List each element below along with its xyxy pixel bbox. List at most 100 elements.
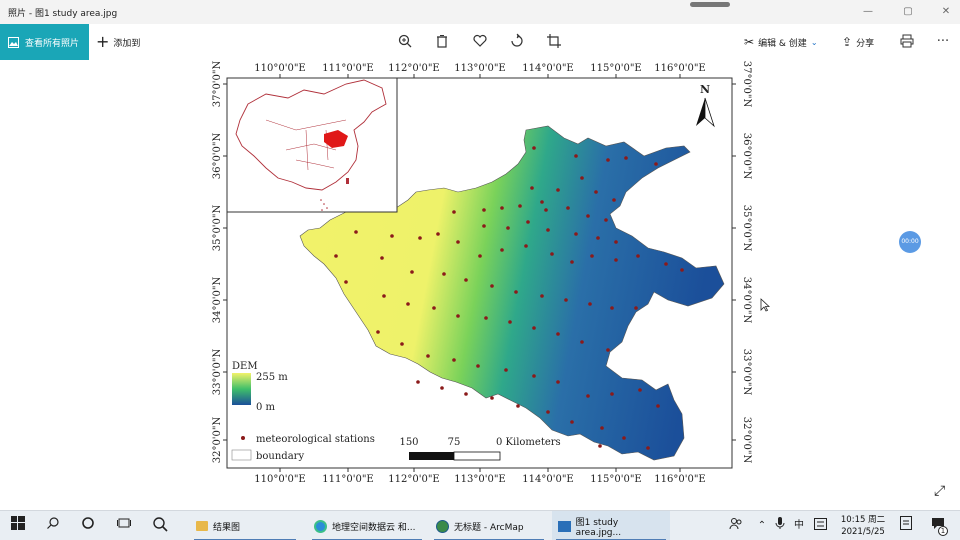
edit-tools-icon: ✂: [744, 35, 755, 49]
search-icon[interactable]: [43, 516, 63, 536]
magnifier-app-icon[interactable]: [150, 516, 170, 536]
clock-date: 2021/5/25: [841, 527, 885, 537]
see-all-photos-button[interactable]: 查看所有照片: [0, 24, 89, 60]
latitude-label: 34°0'0"N: [212, 276, 223, 323]
station-point: [556, 332, 560, 336]
taskbar-app-photos[interactable]: 图1 study area.jpg...: [552, 511, 670, 540]
plus-icon: +: [96, 32, 110, 51]
inset-islands: [320, 178, 349, 211]
share-label: 分享: [856, 38, 875, 49]
print-icon[interactable]: [898, 33, 916, 51]
study-area-map: 110°0'0"E 111°0'0"E 112°0'0"E 113°0'0"E 114°…: [212, 60, 752, 485]
station-point: [588, 302, 592, 306]
station-point: [564, 298, 568, 302]
delete-icon[interactable]: [433, 33, 451, 51]
zoom-in-icon[interactable]: [396, 33, 414, 51]
clock-time: 10:15 周二: [840, 515, 886, 525]
station-point: [442, 272, 446, 276]
station-point: [610, 392, 614, 396]
cortana-icon[interactable]: [78, 516, 98, 536]
longitude-label: 114°0'0"E: [522, 63, 573, 74]
taskbar-app-arcmap[interactable]: 无标题 - ArcMap: [430, 511, 548, 540]
windows-taskbar: 结果图 地理空间数据云 和... 无标题 - ArcMap 图1 study a…: [0, 510, 960, 540]
rotate-icon[interactable]: [508, 33, 526, 51]
microphone-icon[interactable]: [770, 516, 790, 536]
station-point: [440, 386, 444, 390]
latitude-labels-left: 37°0'0"N 36°0'0"N 35°0'0"N 34°0'0"N 33°0'0"N…: [212, 60, 223, 463]
taskbar-app-photos-label: 图1 study area.jpg...: [575, 517, 622, 538]
station-point: [516, 404, 520, 408]
floating-recorder-badge[interactable]: 00:00: [899, 231, 921, 253]
station-point: [452, 358, 456, 362]
latitude-labels-right: 37°0'0"N 36°0'0"N 35°0'0"N 34°0'0"N 33°0'0"N…: [741, 61, 752, 464]
station-legend-label: meteorological stations: [256, 434, 375, 445]
station-point: [354, 230, 358, 234]
longitude-label: 111°0'0"E: [322, 474, 373, 485]
north-arrow: N: [696, 83, 715, 128]
taskbar-app-browser[interactable]: 地理空间数据云 和...: [308, 511, 426, 540]
more-options-icon[interactable]: ···: [936, 34, 950, 49]
station-point: [532, 146, 536, 150]
close-icon[interactable]: ✕: [941, 6, 951, 17]
station-point: [532, 374, 536, 378]
station-point: [540, 200, 544, 204]
task-view-icon[interactable]: [114, 516, 134, 536]
station-point: [508, 320, 512, 324]
system-clock[interactable]: 10:15 周二 2021/5/25: [832, 514, 894, 538]
ime-mode-icon[interactable]: [810, 516, 830, 536]
taskbar-app-folder[interactable]: 结果图: [190, 511, 300, 540]
station-point: [456, 314, 460, 318]
scale-label-0-km: 0 Kilometers: [496, 437, 561, 448]
station-point: [580, 176, 584, 180]
latitude-label: 35°0'0"N: [212, 204, 223, 251]
ime-language-indicator[interactable]: 中: [794, 520, 804, 531]
mouse-cursor-icon: [760, 298, 770, 312]
dem-color-ramp: [232, 373, 251, 405]
station-point: [634, 306, 638, 310]
crop-icon[interactable]: [545, 33, 563, 51]
windows-start-icon[interactable]: [8, 516, 28, 536]
taskbar-app-folder-label: 结果图: [213, 522, 241, 533]
station-point: [344, 280, 348, 284]
notes-icon[interactable]: [896, 516, 916, 536]
edit-create-button[interactable]: ✂ 编辑 & 创建 ⌄: [744, 24, 818, 60]
longitude-label: 115°0'0"E: [590, 474, 641, 485]
latitude-label: 37°0'0"N: [212, 60, 223, 107]
station-point: [604, 218, 608, 222]
title-drag-handle[interactable]: [690, 2, 730, 7]
longitude-label: 116°0'0"E: [654, 63, 705, 74]
maximize-icon[interactable]: ▢: [903, 6, 913, 17]
latitude-label: 36°0'0"N: [212, 132, 223, 179]
station-point: [570, 420, 574, 424]
station-point: [410, 270, 414, 274]
station-point: [526, 220, 530, 224]
station-point: [614, 240, 618, 244]
station-point: [514, 290, 518, 294]
scale-label-150: 150: [399, 437, 418, 448]
action-center-icon[interactable]: 1: [928, 516, 948, 536]
station-point: [566, 206, 570, 210]
people-icon[interactable]: [726, 516, 746, 536]
boundary-legend-label: boundary: [256, 451, 304, 462]
add-to-button[interactable]: + 添加到: [96, 24, 140, 60]
station-points: [334, 146, 684, 450]
fullscreen-expand-icon[interactable]: ⤢: [934, 483, 946, 499]
dem-high-label: 255 m: [256, 372, 288, 383]
latitude-label: 34°0'0"N: [741, 277, 752, 324]
inset-china-outline: [235, 79, 387, 191]
latitude-label: 32°0'0"N: [741, 417, 752, 464]
station-point: [590, 254, 594, 258]
station-point: [580, 340, 584, 344]
show-hidden-icons-chevron-icon[interactable]: ⌃: [757, 520, 767, 531]
station-point: [586, 214, 590, 218]
station-point: [574, 232, 578, 236]
minimize-icon[interactable]: —: [863, 6, 873, 17]
title-bar: 照片 - 图1 study area.jpg — ▢ ✕: [0, 0, 960, 24]
share-button[interactable]: ⇪ 分享: [842, 24, 874, 60]
station-point: [594, 190, 598, 194]
dem-legend-title: DEM: [232, 361, 258, 372]
station-point: [546, 410, 550, 414]
share-icon: ⇪: [842, 35, 853, 49]
photo-toolbar: 查看所有照片 + 添加到 ✂ 编辑 & 创建 ⌄ ⇪ 分享: [0, 24, 960, 60]
favorite-heart-icon[interactable]: [471, 33, 489, 51]
